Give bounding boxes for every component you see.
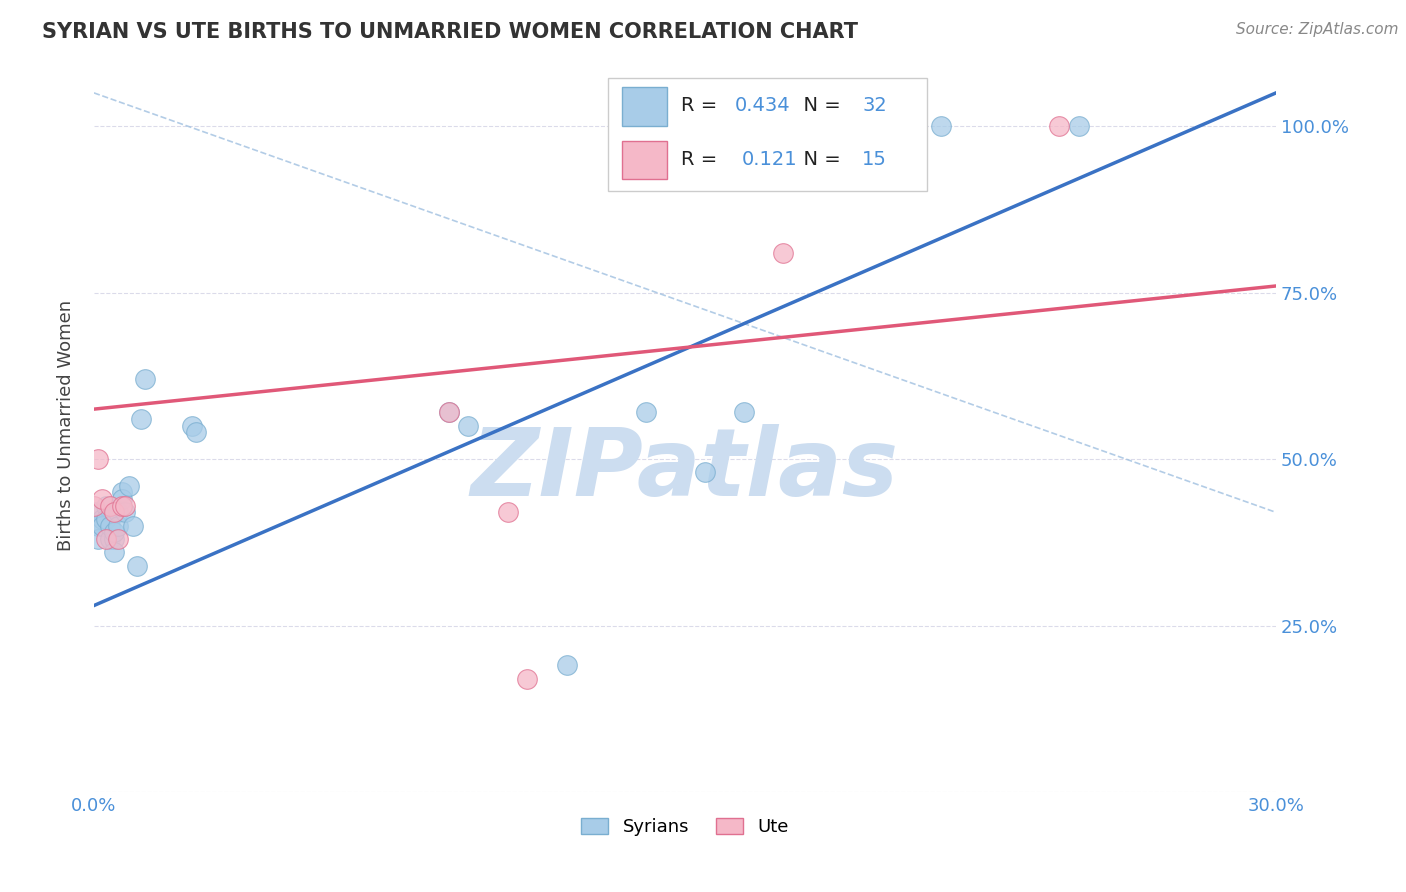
Ute (516, 672, 538, 686)
Text: 15: 15 (862, 151, 887, 169)
Ute (110, 499, 132, 513)
Syrians (98, 532, 121, 546)
Text: 32: 32 (862, 96, 887, 115)
Ute (103, 505, 125, 519)
Syrians (98, 518, 121, 533)
Syrians (87, 532, 110, 546)
Syrians (181, 418, 204, 433)
Syrians (103, 545, 125, 559)
Syrians (929, 119, 952, 133)
Syrians (186, 425, 208, 440)
Ute (1047, 119, 1070, 133)
Ute (437, 405, 460, 419)
Syrians (94, 512, 117, 526)
Syrians (83, 505, 105, 519)
Syrians (110, 491, 132, 506)
Syrians (122, 518, 145, 533)
Syrians (107, 505, 129, 519)
Syrians (457, 418, 479, 433)
Ute (98, 499, 121, 513)
Ute (811, 119, 834, 133)
Text: 0.434: 0.434 (734, 96, 790, 115)
Text: SYRIAN VS UTE BIRTHS TO UNMARRIED WOMEN CORRELATION CHART: SYRIAN VS UTE BIRTHS TO UNMARRIED WOMEN … (42, 22, 858, 42)
Ute (94, 532, 117, 546)
Text: 0.121: 0.121 (742, 151, 797, 169)
Syrians (110, 485, 132, 500)
Syrians (134, 372, 156, 386)
Text: Source: ZipAtlas.com: Source: ZipAtlas.com (1236, 22, 1399, 37)
Syrians (118, 479, 141, 493)
Syrians (437, 405, 460, 419)
Syrians (1067, 119, 1090, 133)
Syrians (94, 499, 117, 513)
Ute (772, 245, 794, 260)
FancyBboxPatch shape (609, 78, 928, 192)
Syrians (90, 518, 112, 533)
Ute (90, 491, 112, 506)
Syrians (127, 558, 149, 573)
Ute (496, 505, 519, 519)
Text: N =: N = (792, 96, 848, 115)
Ute (114, 499, 136, 513)
Syrians (103, 532, 125, 546)
Syrians (103, 525, 125, 540)
Text: R =: R = (682, 96, 724, 115)
Syrians (87, 518, 110, 533)
Y-axis label: Births to Unmarried Women: Births to Unmarried Women (58, 301, 75, 551)
Syrians (107, 518, 129, 533)
Text: R =: R = (682, 151, 730, 169)
FancyBboxPatch shape (623, 87, 668, 126)
Syrians (90, 512, 112, 526)
Text: ZIPatlas: ZIPatlas (471, 424, 898, 516)
Ute (83, 499, 105, 513)
Ute (87, 452, 110, 467)
Syrians (129, 412, 152, 426)
Ute (107, 532, 129, 546)
Syrians (634, 405, 657, 419)
Syrians (114, 505, 136, 519)
Legend: Syrians, Ute: Syrians, Ute (572, 809, 799, 846)
FancyBboxPatch shape (623, 141, 668, 179)
Syrians (733, 405, 755, 419)
Syrians (693, 466, 716, 480)
Syrians (555, 658, 578, 673)
Text: N =: N = (792, 151, 848, 169)
